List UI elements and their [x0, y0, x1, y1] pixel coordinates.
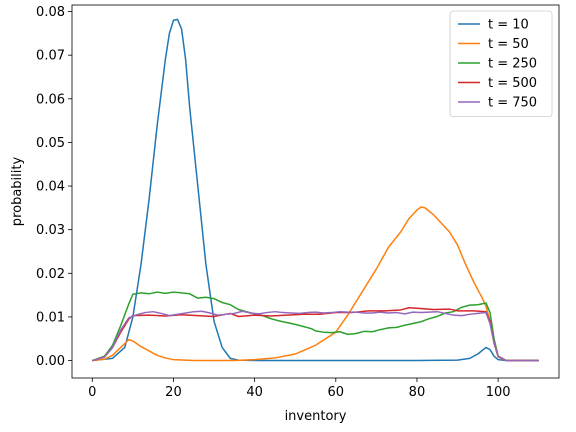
y-axis-label: probability: [10, 157, 25, 227]
y-axis: 0.00 0.01 0.02 0.03 0.04 0.05 0.06 0.07 0.08: [36, 5, 72, 369]
y-tick-label: 0.05: [36, 136, 65, 151]
x-tick-label: 40: [246, 385, 263, 400]
x-tick-label: 80: [409, 385, 426, 400]
y-tick-label: 0.04: [36, 180, 65, 195]
legend-label-2: t = 250: [488, 57, 537, 72]
series-line-0: [92, 18, 539, 362]
x-tick-label: 60: [328, 385, 345, 400]
y-tick-label: 0.08: [36, 5, 65, 20]
y-tick-label: 0.03: [36, 223, 65, 238]
legend-label-1: t = 50: [488, 37, 529, 52]
y-tick-label: 0.01: [36, 310, 65, 325]
legend-label-3: t = 500: [488, 76, 537, 91]
plot-frame: [71, 4, 560, 379]
series-line-3: [92, 307, 539, 362]
x-tick-label: 100: [486, 385, 511, 400]
legend-label-0: t = 10: [488, 18, 529, 33]
y-tick-label: 0.02: [36, 267, 65, 282]
x-tick-label: 0: [88, 385, 96, 400]
series-line-4: [92, 310, 539, 362]
legend-box: [449, 10, 553, 117]
y-tick-label: 0.06: [36, 92, 65, 107]
series-layer: [92, 18, 539, 362]
legend-label-4: t = 750: [488, 96, 537, 111]
x-axis-label: inventory: [285, 409, 347, 424]
series-line-1: [92, 206, 539, 362]
x-tick-label: 20: [165, 385, 182, 400]
x-axis: 0 20 40 60 80 100: [88, 378, 511, 400]
series-line-2: [92, 291, 539, 362]
y-tick-label: 0.07: [36, 49, 65, 64]
legend: t = 10 t = 50 t = 250 t = 500 t = 750: [449, 10, 553, 117]
y-tick-label: 0.00: [36, 354, 65, 369]
